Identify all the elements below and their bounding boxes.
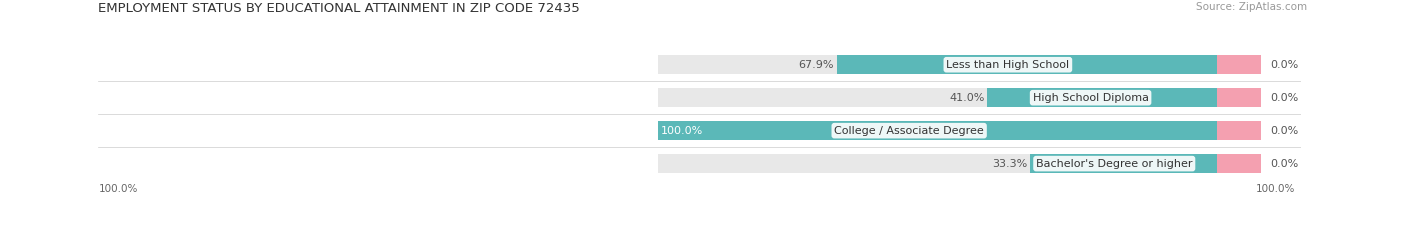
Text: 0.0%: 0.0% [1270,126,1298,136]
Text: 0.0%: 0.0% [1270,159,1298,169]
Bar [1216,121,1261,140]
Text: Less than High School: Less than High School [946,60,1070,70]
Bar [1031,154,1216,173]
Bar [1216,55,1261,74]
Text: 100.0%: 100.0% [98,184,138,194]
Text: Source: ZipAtlas.com: Source: ZipAtlas.com [1197,2,1308,12]
Bar [658,55,837,74]
Text: 67.9%: 67.9% [799,60,834,70]
Text: 41.0%: 41.0% [949,93,984,103]
Text: Bachelor's Degree or higher: Bachelor's Degree or higher [1036,159,1192,169]
Bar [987,88,1216,107]
Text: EMPLOYMENT STATUS BY EDUCATIONAL ATTAINMENT IN ZIP CODE 72435: EMPLOYMENT STATUS BY EDUCATIONAL ATTAINM… [98,2,581,15]
Text: College / Associate Degree: College / Associate Degree [834,126,984,136]
Bar [1216,154,1261,173]
Text: High School Diploma: High School Diploma [1032,93,1149,103]
Bar [1216,88,1261,107]
Text: 33.3%: 33.3% [993,159,1028,169]
Bar [837,55,1216,74]
Text: 0.0%: 0.0% [1270,60,1298,70]
Bar [658,121,1216,140]
Bar [658,154,1031,173]
Bar [658,88,987,107]
Text: 100.0%: 100.0% [1256,184,1295,194]
Text: 0.0%: 0.0% [1270,93,1298,103]
Text: 100.0%: 100.0% [661,126,703,136]
